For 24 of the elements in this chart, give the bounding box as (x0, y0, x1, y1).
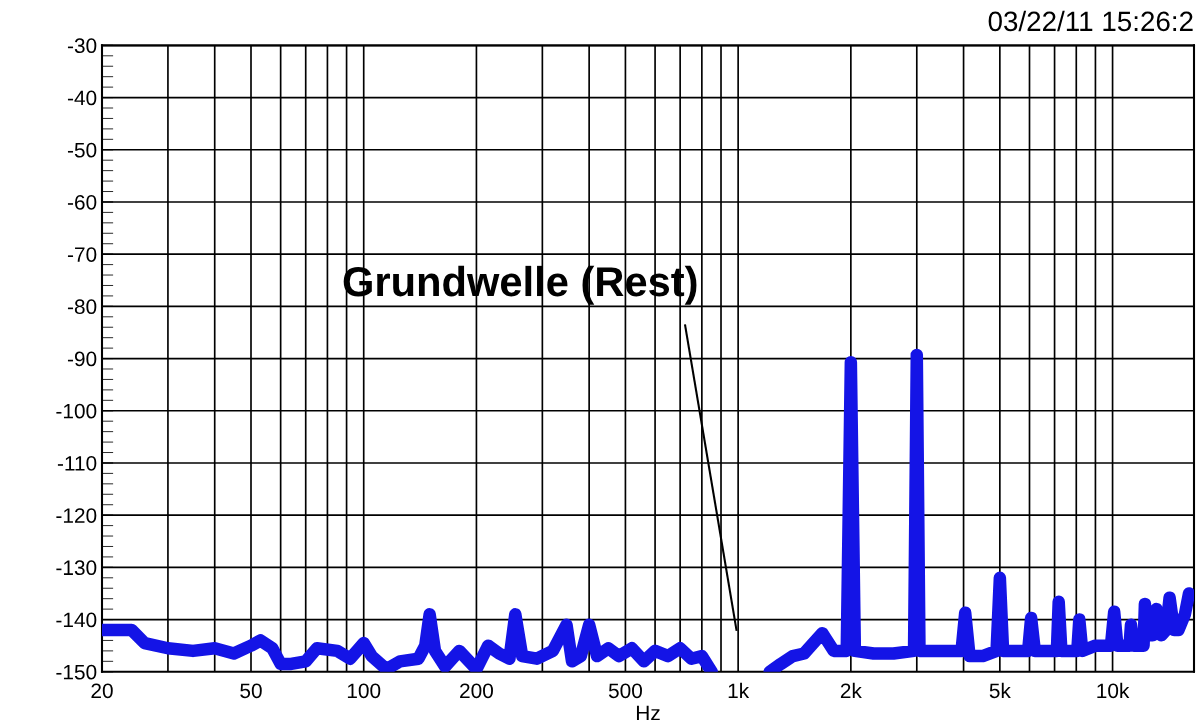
x-tick-label: 10k (1097, 682, 1130, 699)
y-tick-label: -110 (57, 455, 97, 471)
y-tick-label: -90 (67, 351, 97, 367)
x-tick-label: 2k (840, 682, 862, 698)
y-tick-label: -130 (56, 560, 97, 576)
x-tick-label: 5k (989, 682, 1011, 699)
y-tick-label: -70 (67, 247, 97, 262)
y-tick-label: -40 (67, 90, 97, 106)
x-tick-label: 50 (240, 683, 262, 699)
x-tick-label: 1k (728, 682, 750, 698)
y-tick-label: -60 (67, 194, 97, 210)
y-tick-label: -80 (67, 299, 97, 315)
text: 03/22/11 15:26:2 (988, 10, 1193, 32)
x-tick-label: 500 (608, 683, 642, 699)
x-tick-label: 200 (460, 683, 493, 699)
x-tick-label: 20 (91, 683, 113, 699)
y-tick-label: -150 (56, 664, 97, 680)
y-tick-label: -140 (56, 612, 97, 628)
y-tick-label: -30 (67, 38, 97, 54)
x-axis-title: Hz (636, 705, 660, 720)
y-tick-label: -120 (56, 508, 97, 523)
y-tick-label: -100 (56, 403, 97, 419)
y-tick-label: -50 (67, 142, 97, 158)
x-tick-label: 100 (347, 683, 381, 699)
